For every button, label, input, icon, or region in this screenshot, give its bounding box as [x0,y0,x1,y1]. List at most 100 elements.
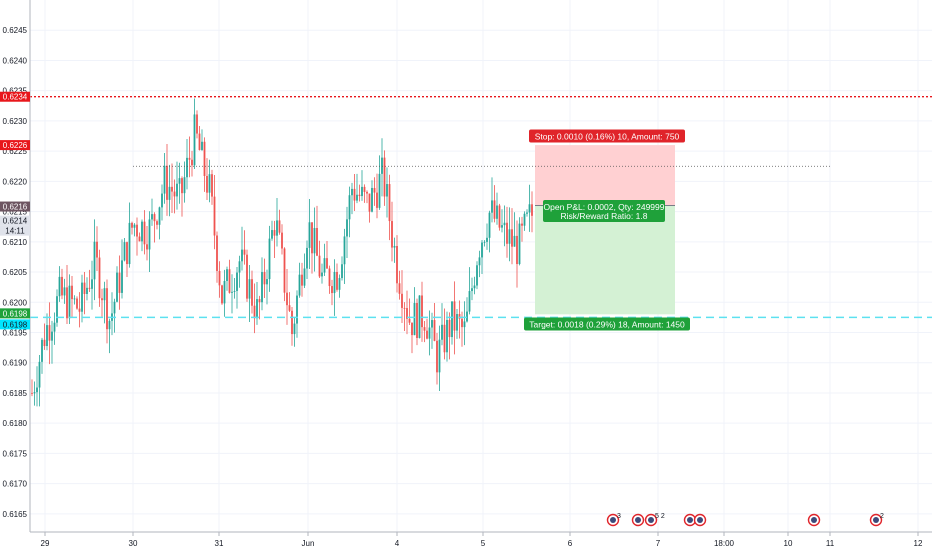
candle-body [36,387,38,393]
candle-body [123,242,126,261]
price-tick-label: 0.6225 [3,147,28,156]
candle-body [81,282,83,312]
candle-body [31,392,33,394]
candle-body [248,279,251,299]
candle-body [443,324,446,353]
price-tick-label: 0.6190 [3,359,28,368]
candle-body [66,287,68,319]
candle-body [76,298,78,309]
stop-label-text: Stop: 0.0010 (0.16%) 10, Amount: 750 [535,132,680,142]
candle-body [318,255,321,277]
event-marker[interactable]: 2 [869,513,885,527]
event-count: 2 [880,513,884,520]
time-tick-label: 5 [481,539,486,548]
candle-body [483,241,486,243]
price-tick-label: 0.6180 [3,419,28,428]
price-tick-label: 0.6185 [3,389,28,398]
candle-body [78,308,81,312]
candle-body [208,174,211,193]
candle-body [246,254,248,299]
candle-body [58,276,61,297]
event-marker[interactable] [693,513,707,527]
candle-body [356,194,358,201]
time-tick-label: 10 [784,539,793,548]
candle-body [258,299,261,303]
take-profit-zone[interactable] [535,205,675,315]
candle-body [373,187,376,193]
event-marker[interactable]: 5 2 [644,513,665,527]
candle-body [331,286,333,294]
candle-body [503,222,506,226]
candle-body [378,173,381,208]
candle-body [131,222,133,228]
event-marker[interactable] [807,513,821,527]
candle-body [283,248,286,293]
candlestick-series [31,98,533,407]
reference-lines[interactable] [30,96,932,319]
candle-body [251,279,253,306]
candle-body [143,221,146,245]
candle-body [416,302,418,338]
price-tick-label: 0.6235 [3,87,28,96]
candle-body [523,213,526,226]
candle-body [218,270,221,286]
candle-body [463,321,466,328]
candle-body [413,302,416,336]
candle-body [473,285,476,289]
candle-body [148,219,151,250]
candle-body [513,235,516,247]
candle-body [326,258,328,269]
candle-body [431,320,433,328]
event-icon [635,517,641,523]
price-tick-label: 0.6210 [3,238,28,247]
pnl-label-text: Risk/Reward Ratio: 1.8 [561,211,648,221]
stop-entry-tag: 0.6226 [3,141,28,150]
price-tick-label: 0.6200 [3,298,28,307]
event-count: 3 [617,513,621,520]
candle-body [311,222,313,254]
candle-body [276,220,278,236]
candle-body [428,327,431,339]
event-marker[interactable] [631,513,645,527]
candle-body [441,324,443,340]
candle-body [516,235,518,265]
candle-body [491,200,493,213]
stop-loss-zone[interactable] [535,145,675,206]
candle-body [346,219,348,237]
candle-body [153,214,156,222]
candle-body [161,193,163,208]
candle-body [343,236,346,265]
price-tick-label: 0.6165 [3,510,28,519]
candle-body [453,301,456,331]
candle-body [93,241,96,280]
candle-body [121,260,123,293]
candle-body [51,331,53,341]
candle-body [61,276,63,296]
time-tick-label: 11 [826,539,835,548]
time-axis[interactable]: 29 30 31 Jun 4 5 6 7 18:00 10 11 12 [30,531,932,548]
price-axis-bg [0,0,30,532]
candle-body [113,301,116,314]
candle-body [108,320,111,330]
position-tool[interactable] [535,145,675,315]
candle-body [46,325,48,347]
candle-body [211,174,213,197]
event-marker[interactable]: 3 [606,513,622,527]
candle-body [126,242,128,265]
candle-body [521,223,523,226]
candle-body [436,340,438,373]
candle-body [43,339,46,347]
candle-body [213,196,216,236]
candle-body [196,114,198,134]
target-price-tag: 0.6198 [3,309,28,318]
candle-body [238,261,241,273]
event-markers[interactable]: 3 5 2 2 [606,513,885,527]
candle-body [68,285,71,319]
candle-body [266,279,268,285]
candle-body [306,247,308,269]
event-icon [687,517,693,523]
candle-body [293,323,296,335]
price-axis[interactable]: 0.6165 0.6170 0.6175 0.6180 0.6185 0.6190 0.61… [0,0,31,532]
